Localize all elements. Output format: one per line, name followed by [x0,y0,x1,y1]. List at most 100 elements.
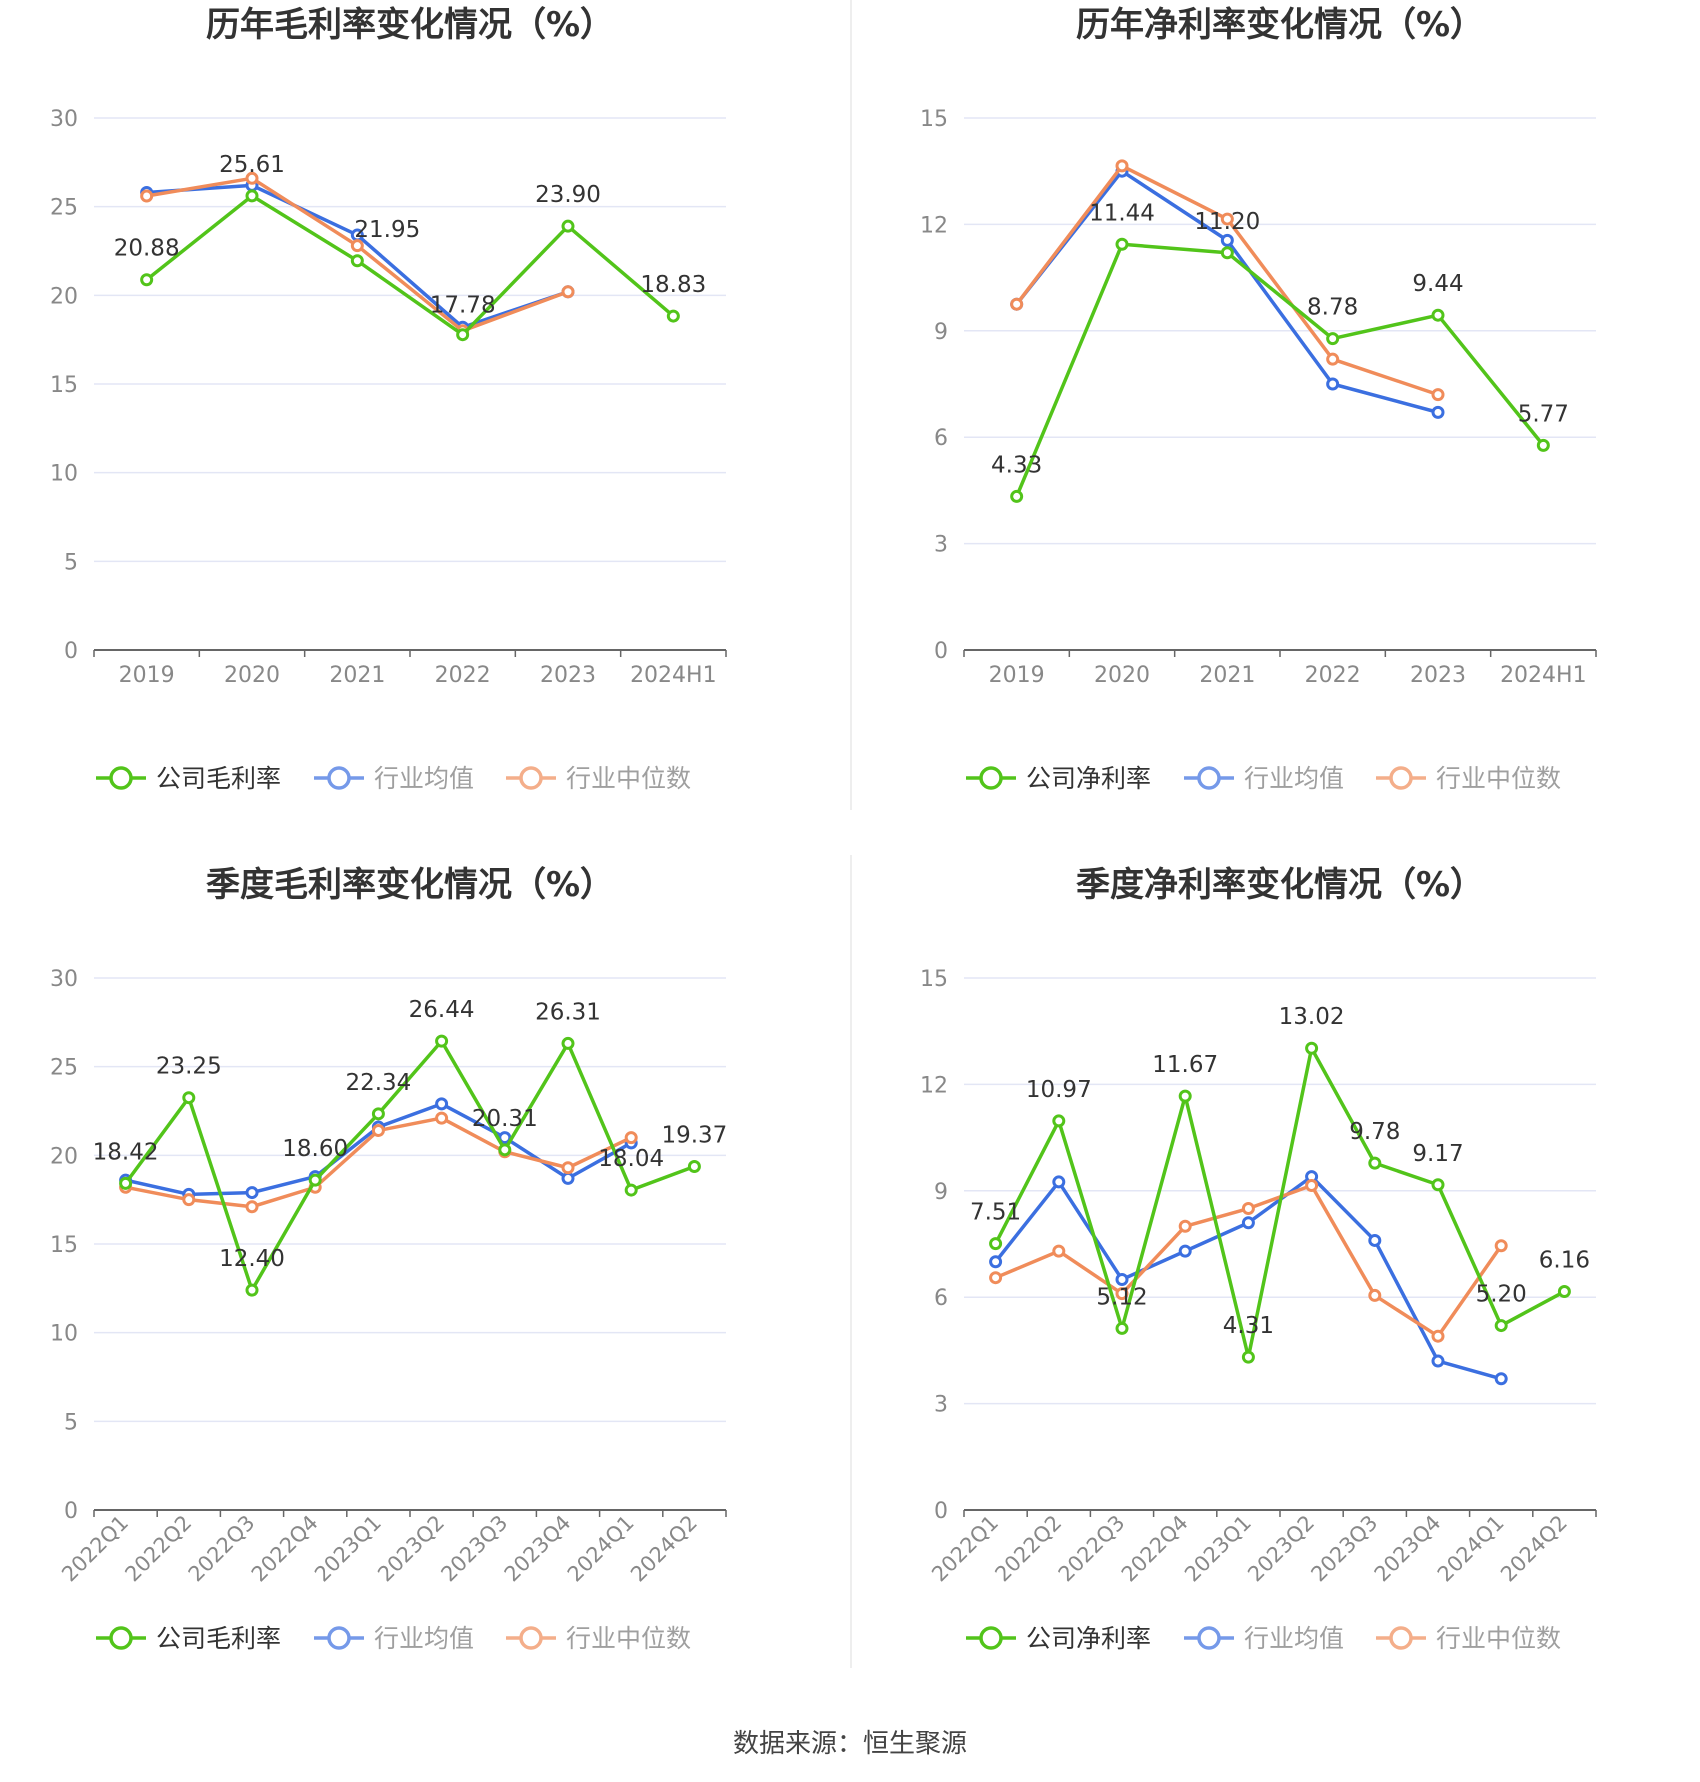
data-point-company [140,273,154,287]
x-tick-label: 2023Q1 [310,1511,386,1587]
x-tick-label: 2022Q3 [184,1511,260,1587]
legend-label: 行业均值 [1244,764,1344,793]
y-tick-label: 15 [50,1233,78,1258]
data-point-avg [435,1097,449,1111]
data-point-median [1368,1288,1382,1302]
x-tick-label: 2022Q4 [247,1511,323,1587]
data-point-median [1431,388,1445,402]
source-note: 数据来源：恒生聚源 [732,1729,967,1759]
data-label: 8.78 [1307,295,1358,321]
series-line-avg [1015,169,1439,415]
data-point-avg [1494,1372,1508,1386]
data-point-company [1010,489,1024,503]
data-point-company [666,309,680,323]
data-point-company [1557,1285,1571,1299]
legend-swatch-marker [1197,1626,1221,1650]
legend-swatch-marker [519,1626,543,1650]
data-point-company [1115,237,1129,251]
data-point-company [1494,1319,1508,1333]
series-line-median [1015,164,1439,397]
data-point-company [1431,308,1445,322]
data-point-company [1220,246,1234,260]
chart-title: 季度净利率变化情况（%） [1076,865,1484,905]
data-label: 10.97 [1026,1077,1092,1103]
data-point-company [1178,1089,1192,1103]
y-tick-label: 3 [934,533,948,558]
data-point-company [1305,1041,1319,1055]
data-label: 5.20 [1476,1282,1527,1308]
x-tick-label: 2019 [119,663,175,688]
data-point-median [1494,1239,1508,1253]
legend-label: 公司净利率 [1026,764,1151,793]
chart-1: 历年毛利率变化情况（%） 0 5 10 15 20 25 30 2019 2020 2021 2022… [50,5,727,793]
y-tick-label: 20 [50,1144,78,1169]
data-label: 18.42 [93,1139,159,1165]
data-point-company [371,1107,385,1121]
legend-label: 行业中位数 [566,1624,691,1653]
data-point-avg [1431,405,1445,419]
data-point-company [561,219,575,233]
data-point-company [1536,438,1550,452]
chart-2: 历年净利率变化情况（%） 0 3 6 9 12 15 2019 2020 2021 2022 2023… [920,5,1597,793]
data-label: 5.12 [1096,1284,1147,1310]
legend-swatch-marker [109,766,133,790]
data-label: 20.88 [114,236,180,262]
data-point-company [1326,332,1340,346]
data-label: 25.61 [219,152,285,178]
legend-item-median: 行业中位数 [506,764,691,793]
y-tick-label: 6 [934,1286,948,1311]
data-point-median [140,189,154,203]
y-tick-label: 0 [64,1499,78,1524]
legend-label: 行业中位数 [1436,1624,1561,1653]
legend-item-avg: 行业均值 [1184,1624,1344,1653]
data-point-median [1052,1244,1066,1258]
data-point-company [624,1183,638,1197]
legend-item-avg: 行业均值 [314,1624,474,1653]
data-label: 11.67 [1152,1052,1218,1078]
data-label: 5.77 [1518,401,1569,427]
data-label: 7.51 [970,1200,1021,1226]
y-tick-label: 20 [50,284,78,309]
data-point-company [1368,1156,1382,1170]
x-tick-label: 2020 [224,663,280,688]
series-line-company [1015,242,1545,498]
legend-item-median: 行业中位数 [1376,764,1561,793]
y-tick-label: 25 [50,196,78,221]
x-tick-label: 2023Q2 [1243,1511,1319,1587]
data-point-median [1178,1219,1192,1233]
data-label: 18.04 [598,1146,664,1172]
data-point-median [989,1271,1003,1285]
chart-title: 历年毛利率变化情况（%） [206,5,614,45]
legend-label: 公司毛利率 [156,764,281,793]
data-label: 11.44 [1089,200,1155,226]
y-tick-label: 15 [920,107,948,132]
data-point-avg [1368,1233,1382,1247]
legend-label: 公司净利率 [1026,1624,1151,1653]
legend-swatch-marker [327,1626,351,1650]
data-point-avg [1115,1272,1129,1286]
series-line-company [124,1039,696,1292]
data-point-median [561,285,575,299]
x-tick-label: 2021 [329,663,385,688]
data-label: 6.16 [1539,1248,1590,1274]
x-tick-label: 2023Q3 [1306,1511,1382,1587]
y-tick-label: 9 [934,320,948,345]
x-tick-label: 2024Q1 [1433,1511,1509,1587]
y-tick-label: 6 [934,426,948,451]
data-point-company [1052,1114,1066,1128]
series-line-company [145,194,675,337]
y-tick-label: 10 [50,462,78,487]
data-point-company [350,254,364,268]
data-point-company [456,328,470,342]
legend-swatch-marker [109,1626,133,1650]
data-point-median [1431,1329,1445,1343]
data-point-median [1305,1178,1319,1192]
data-point-company [989,1237,1003,1251]
data-point-company [119,1176,133,1190]
data-label: 4.31 [1223,1313,1274,1339]
y-tick-label: 30 [50,107,78,132]
data-point-company [1241,1350,1255,1364]
data-point-avg [1220,233,1234,247]
data-label: 11.20 [1194,209,1260,235]
